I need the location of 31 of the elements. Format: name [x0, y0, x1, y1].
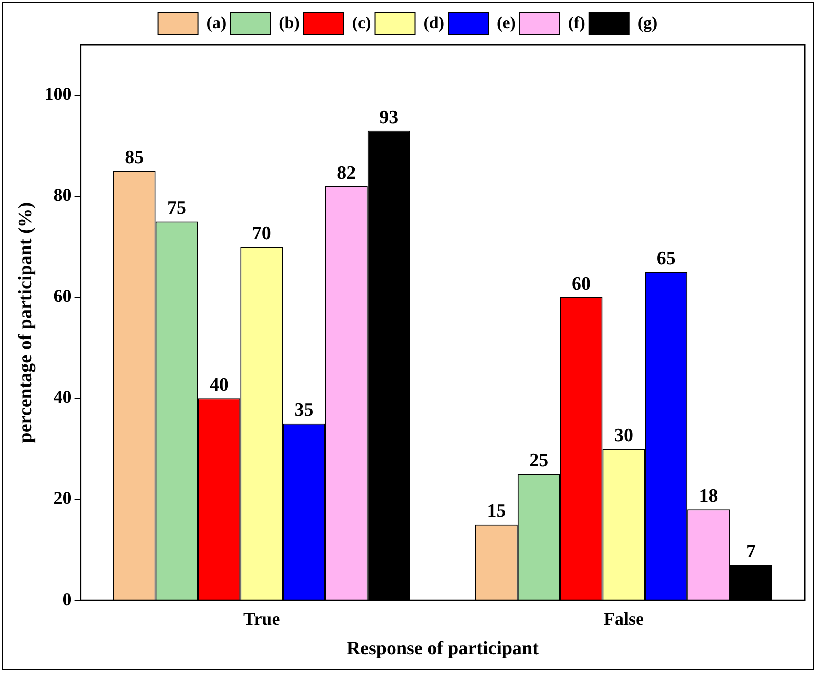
data-label: 82 [337, 162, 356, 184]
legend-label: (c) [352, 13, 372, 32]
legend-label: (f) [568, 13, 586, 32]
legend-label: (b) [279, 13, 300, 32]
data-label: 30 [614, 425, 634, 446]
data-label: 40 [210, 374, 229, 396]
data-label: 93 [380, 107, 399, 128]
data-label: 85 [125, 148, 144, 169]
x-tick-label: False [604, 609, 644, 630]
data-label: 60 [572, 274, 592, 295]
data-label: 25 [530, 450, 549, 472]
y-tick-label: 20 [54, 488, 72, 508]
y-tick-label: 100 [44, 84, 72, 104]
legend-label: (e) [497, 13, 516, 32]
y-tick-label: 40 [54, 387, 72, 408]
x-tick-label: True [244, 609, 280, 630]
legend-label: (d) [424, 13, 445, 32]
legend-label: (g) [638, 13, 658, 32]
data-label: 18 [699, 486, 718, 508]
data-label: 7 [746, 542, 756, 563]
data-label: 35 [294, 400, 314, 422]
y-tick-label: 80 [54, 185, 72, 206]
y-tick-label: 60 [54, 286, 72, 306]
data-label: 70 [252, 223, 272, 244]
y-tick-label: 0 [62, 589, 72, 610]
data-label: 65 [656, 248, 676, 270]
legend-label: (a) [206, 13, 227, 32]
y-axis-title: percentage of participant (%) [15, 202, 36, 444]
data-label: 15 [487, 501, 506, 522]
data-label: 75 [168, 198, 187, 220]
x-axis-title: Response of participant [346, 638, 540, 660]
